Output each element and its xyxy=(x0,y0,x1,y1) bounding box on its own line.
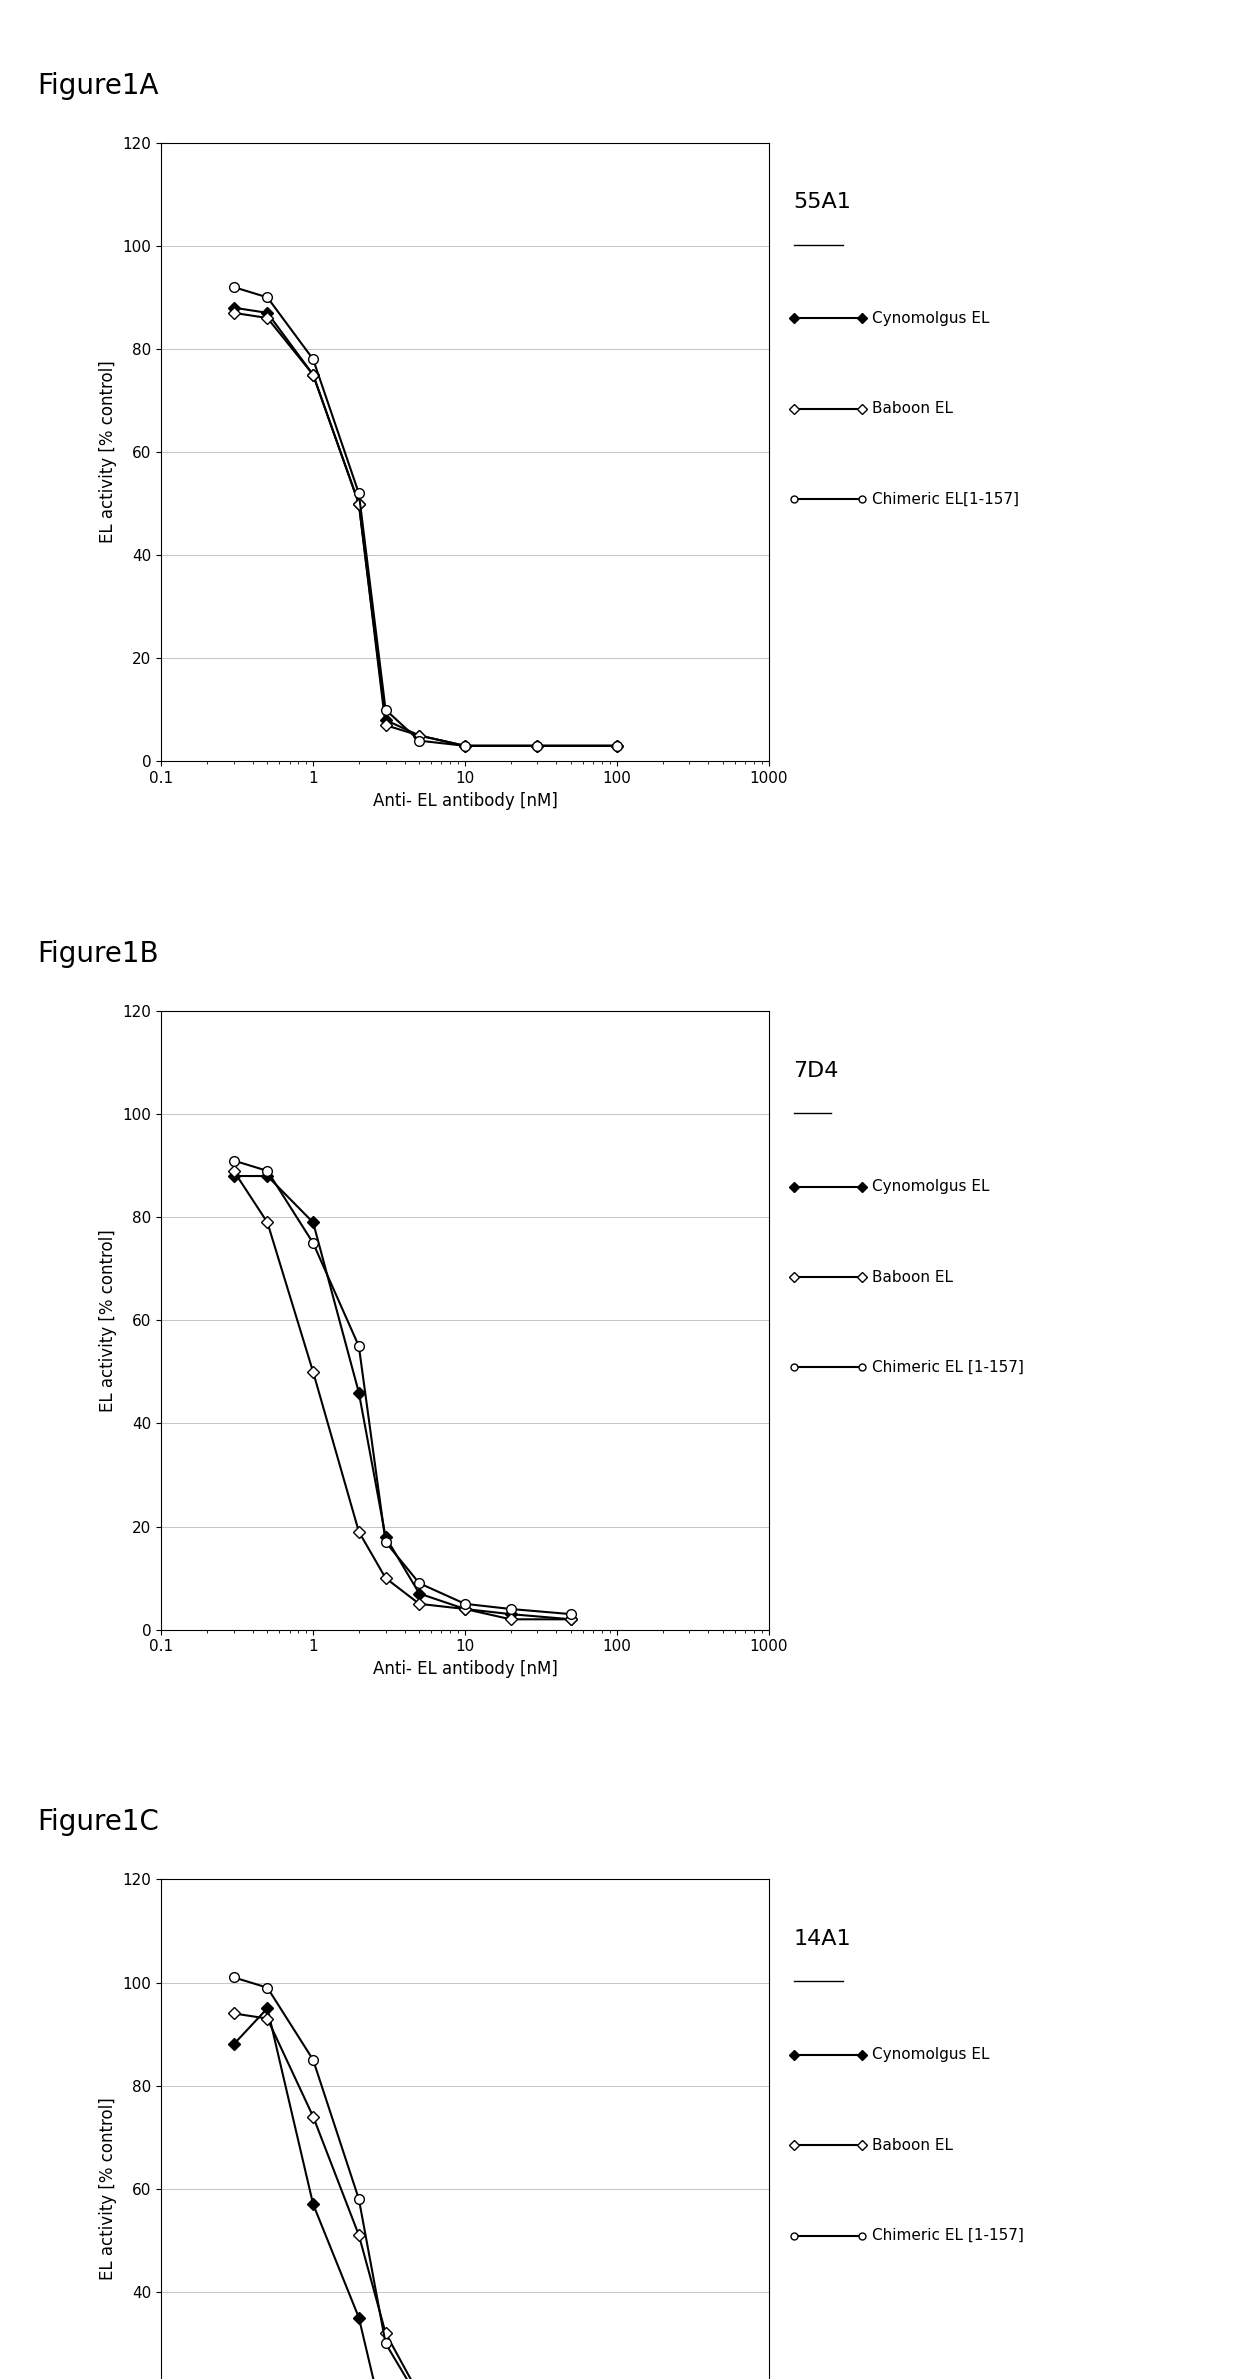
Baboon EL xyxy=(378,2320,393,2348)
Cynomolgus EL xyxy=(378,1523,393,1551)
Cynomolgus EL xyxy=(610,733,624,761)
Baboon EL xyxy=(503,1606,518,1634)
Cynomolgus EL xyxy=(260,300,275,328)
Cynomolgus EL xyxy=(226,2029,241,2058)
Chimeric EL [1-157] xyxy=(260,1156,275,1185)
Chimeric EL [1-157] xyxy=(458,1589,472,1618)
Chimeric EL[1-157] xyxy=(412,726,427,754)
Baboon EL xyxy=(226,1998,241,2027)
Chimeric EL[1-157] xyxy=(610,733,624,761)
Chimeric EL[1-157] xyxy=(378,695,393,723)
Baboon EL xyxy=(260,305,275,333)
Chimeric EL [1-157] xyxy=(503,1594,518,1622)
Chimeric EL [1-157] xyxy=(305,2046,320,2074)
Line: Baboon EL: Baboon EL xyxy=(229,1166,575,1622)
Baboon EL xyxy=(351,490,366,519)
Line: Chimeric EL[1-157]: Chimeric EL[1-157] xyxy=(229,283,621,752)
Text: Baboon EL: Baboon EL xyxy=(872,402,952,416)
Cynomolgus EL xyxy=(260,1161,275,1190)
Chimeric EL[1-157] xyxy=(458,733,472,761)
Text: Figure1B: Figure1B xyxy=(37,940,159,968)
Cynomolgus EL xyxy=(564,1606,579,1634)
Y-axis label: EL activity [% control]: EL activity [% control] xyxy=(99,362,117,542)
Chimeric EL [1-157] xyxy=(226,1963,241,1991)
Baboon EL xyxy=(226,1156,241,1185)
Cynomolgus EL xyxy=(305,1209,320,1237)
Cynomolgus EL xyxy=(412,1580,427,1608)
Cynomolgus EL xyxy=(378,707,393,735)
Cynomolgus EL xyxy=(503,1601,518,1630)
Baboon EL xyxy=(378,1563,393,1592)
Text: Chimeric EL[1-157]: Chimeric EL[1-157] xyxy=(872,492,1019,507)
Chimeric EL[1-157] xyxy=(351,478,366,507)
Chimeric EL[1-157] xyxy=(226,274,241,302)
Text: Chimeric EL [1-157]: Chimeric EL [1-157] xyxy=(872,1361,1023,1375)
Baboon EL xyxy=(458,733,472,761)
Text: 7D4: 7D4 xyxy=(794,1061,839,1080)
Cynomolgus EL xyxy=(351,1377,366,1406)
Text: Cynomolgus EL: Cynomolgus EL xyxy=(872,1180,990,1194)
Chimeric EL [1-157] xyxy=(351,1332,366,1361)
Baboon EL xyxy=(260,1209,275,1237)
Line: Cynomolgus EL: Cynomolgus EL xyxy=(229,1173,575,1622)
Chimeric EL[1-157] xyxy=(529,733,544,761)
Text: Figure1C: Figure1C xyxy=(37,1808,159,1837)
Cynomolgus EL xyxy=(351,490,366,519)
Baboon EL xyxy=(305,2103,320,2132)
Cynomolgus EL xyxy=(260,1994,275,2022)
Y-axis label: EL activity [% control]: EL activity [% control] xyxy=(99,2098,117,2279)
Cynomolgus EL xyxy=(412,721,427,749)
Baboon EL xyxy=(260,2005,275,2034)
Cynomolgus EL xyxy=(351,2303,366,2331)
Line: Cynomolgus EL: Cynomolgus EL xyxy=(229,2003,575,2379)
Text: Cynomolgus EL: Cynomolgus EL xyxy=(872,312,990,326)
Cynomolgus EL xyxy=(226,1161,241,1190)
Text: 55A1: 55A1 xyxy=(794,193,852,212)
Cynomolgus EL xyxy=(458,1594,472,1622)
Baboon EL xyxy=(412,721,427,749)
Line: Chimeric EL [1-157]: Chimeric EL [1-157] xyxy=(229,1972,577,2379)
Cynomolgus EL xyxy=(458,733,472,761)
Chimeric EL[1-157] xyxy=(260,283,275,312)
Chimeric EL[1-157] xyxy=(305,345,320,374)
Text: Cynomolgus EL: Cynomolgus EL xyxy=(872,2048,990,2063)
Line: Cynomolgus EL: Cynomolgus EL xyxy=(229,305,621,749)
Cynomolgus EL xyxy=(305,362,320,390)
Text: Baboon EL: Baboon EL xyxy=(872,2139,952,2153)
Text: Figure1A: Figure1A xyxy=(37,71,159,100)
Y-axis label: EL activity [% control]: EL activity [% control] xyxy=(99,1230,117,1411)
Cynomolgus EL xyxy=(529,733,544,761)
Baboon EL xyxy=(378,711,393,740)
Line: Chimeric EL [1-157]: Chimeric EL [1-157] xyxy=(229,1156,577,1620)
Text: 14A1: 14A1 xyxy=(794,1929,851,1948)
X-axis label: Anti- EL antibody [nM]: Anti- EL antibody [nM] xyxy=(372,792,558,809)
Baboon EL xyxy=(564,1606,579,1634)
Chimeric EL [1-157] xyxy=(378,2329,393,2358)
Baboon EL xyxy=(351,2222,366,2251)
X-axis label: Anti- EL antibody [nM]: Anti- EL antibody [nM] xyxy=(372,1661,558,1677)
Chimeric EL [1-157] xyxy=(564,1601,579,1630)
Chimeric EL [1-157] xyxy=(305,1230,320,1258)
Chimeric EL [1-157] xyxy=(260,1975,275,2003)
Baboon EL xyxy=(529,733,544,761)
Line: Baboon EL: Baboon EL xyxy=(229,309,621,749)
Baboon EL xyxy=(305,1358,320,1387)
Cynomolgus EL xyxy=(226,293,241,321)
Line: Baboon EL: Baboon EL xyxy=(229,2010,575,2379)
Text: Baboon EL: Baboon EL xyxy=(872,1270,952,1285)
Baboon EL xyxy=(610,733,624,761)
Baboon EL xyxy=(226,300,241,328)
Baboon EL xyxy=(458,1594,472,1622)
Chimeric EL [1-157] xyxy=(412,1570,427,1599)
Baboon EL xyxy=(351,1518,366,1546)
Chimeric EL [1-157] xyxy=(351,2184,366,2212)
Baboon EL xyxy=(412,1589,427,1618)
Chimeric EL [1-157] xyxy=(226,1147,241,1175)
Cynomolgus EL xyxy=(305,2191,320,2220)
Chimeric EL [1-157] xyxy=(378,1527,393,1556)
Text: Chimeric EL [1-157]: Chimeric EL [1-157] xyxy=(872,2229,1023,2243)
Baboon EL xyxy=(305,362,320,390)
